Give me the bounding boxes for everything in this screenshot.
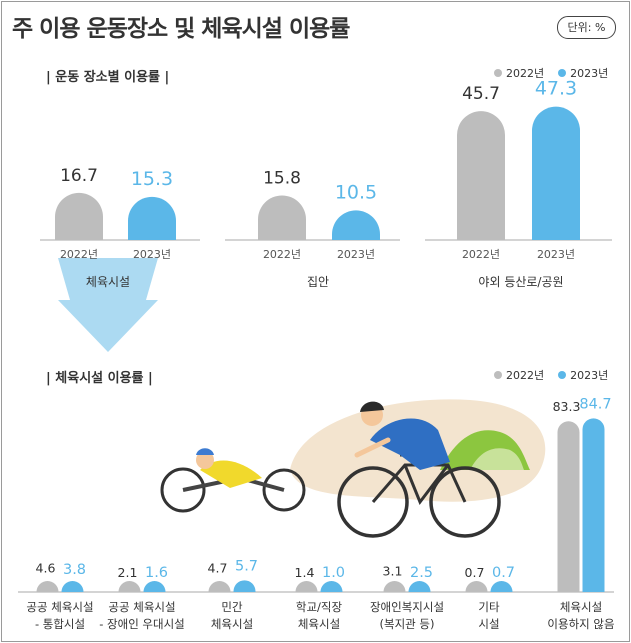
illustration: [160, 399, 546, 538]
top-legend: 2022년 2023년: [494, 65, 618, 81]
flow-arrow: [58, 258, 158, 352]
category-label: 장애인복지시설: [370, 600, 444, 614]
legend-2023-label: 2023년: [570, 369, 609, 382]
data-label-2022: 45.7: [462, 84, 500, 104]
bar-2022: [465, 581, 488, 592]
data-label-2023: 5.7: [235, 558, 258, 574]
data-label-2022: 15.8: [263, 168, 301, 188]
bar-2022: [36, 581, 59, 592]
category-label: 체육시설: [211, 617, 253, 631]
category-label: 공공 체육시설: [108, 600, 175, 614]
tick-label: 2023년: [337, 248, 375, 261]
handcycle-icon: [160, 448, 306, 513]
tick-label: 2022년: [462, 248, 500, 261]
bar-2023: [143, 581, 166, 592]
tick-label: 2022년: [60, 248, 98, 261]
bar-2023: [332, 210, 380, 240]
category-label: 야외 등산로/공원: [478, 275, 563, 289]
category-label: 공공 체육시설: [26, 600, 93, 614]
bar-2023: [532, 106, 580, 240]
bar-2022: [258, 195, 306, 240]
tick-label: 2023년: [537, 248, 575, 261]
unit-badge: 단위: %: [557, 16, 616, 39]
bar-2022: [118, 581, 141, 592]
bar-2023: [408, 581, 431, 592]
category-label: - 통합시설: [35, 617, 85, 631]
hill-shape-light: [470, 448, 524, 470]
page-title: 주 이용 운동장소 및 체육시설 이용률: [12, 16, 350, 42]
data-label-2023: 10.5: [335, 181, 377, 203]
bottom-legend: 2022년 2023년: [494, 367, 618, 383]
data-label-2023: 0.7: [492, 565, 515, 581]
category-label: 이용하지 않음: [547, 617, 614, 631]
bar-2023: [490, 581, 513, 592]
data-label-2023: 1.6: [145, 565, 168, 581]
tick-label: 2023년: [133, 248, 171, 261]
category-label: 체육시설: [86, 275, 130, 289]
legend-2023-dot: [558, 69, 567, 77]
data-label-2022: 0.7: [465, 565, 485, 580]
legend-2022-dot: [494, 371, 502, 379]
data-label-2022: 4.7: [208, 560, 228, 575]
category-label: 기타: [478, 600, 500, 614]
tick-label: 2022년: [263, 248, 301, 261]
bar-2022: [208, 581, 231, 592]
bicycle-icon: [337, 401, 501, 538]
data-label-2022: 2.1: [118, 565, 138, 580]
bottom-chart: 4.6 3.8 공공 체육시설 - 통합시설 2.1 1.6 공공 체육시설 - 장애인 우대…: [18, 396, 615, 631]
bottom-section-label: | 체육시설 이용률 |: [46, 371, 153, 386]
category-label: 집안: [307, 275, 329, 289]
data-label-2023: 3.8: [63, 562, 86, 578]
bar-2023: [582, 418, 605, 592]
category-label: (복지관 등): [380, 617, 435, 631]
bar-2022: [457, 111, 505, 240]
legend-2022-dot: [494, 69, 502, 77]
top-section-label: | 운동 장소별 이용률 |: [46, 70, 170, 85]
bar-2023: [128, 196, 176, 240]
category-label: 시설: [478, 617, 499, 631]
category-label: 민간: [221, 600, 243, 614]
legend-2022-label: 2022년: [506, 67, 545, 80]
category-label: 체육시설: [298, 617, 340, 631]
data-label-2023: 1.0: [322, 565, 345, 581]
bar-2022: [295, 581, 318, 592]
legend-2022-label: 2022년: [506, 369, 545, 382]
legend-2023-label: 2023년: [570, 67, 609, 80]
data-label-2022: 16.7: [60, 166, 98, 186]
category-label: 체육시설: [560, 600, 602, 614]
data-label-2022: 4.6: [36, 561, 56, 576]
data-label-2023: 84.7: [579, 396, 611, 412]
legend-2023-dot: [558, 371, 567, 379]
bar-2023: [233, 580, 256, 592]
data-label-2023: 47.3: [535, 78, 577, 100]
bar-2022: [383, 581, 406, 592]
data-label-2022: 83.3: [553, 399, 581, 414]
data-label-2023: 15.3: [131, 168, 173, 190]
data-label-2022: 1.4: [295, 565, 315, 580]
category-label: 학교/직장: [296, 600, 343, 614]
category-label: - 장애인 우대시설: [99, 617, 185, 631]
bar-2023: [320, 581, 343, 592]
bar-2023: [61, 581, 84, 592]
data-label-2022: 3.1: [383, 564, 403, 579]
bar-2022: [557, 421, 580, 592]
bar-2022: [55, 192, 103, 240]
data-label-2023: 2.5: [410, 565, 433, 581]
